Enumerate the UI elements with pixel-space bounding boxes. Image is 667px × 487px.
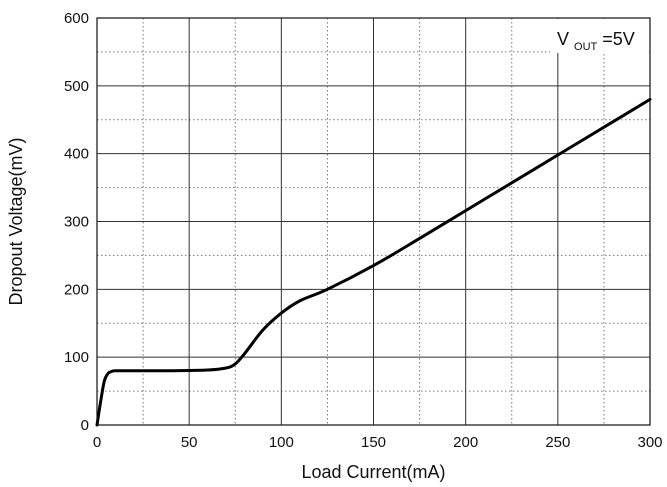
plot-frame xyxy=(96,17,651,426)
y-tick-label: 600 xyxy=(64,10,89,27)
y-tick-label: 500 xyxy=(64,78,89,95)
annotation-subscript: OUT xyxy=(574,41,598,53)
y-tick-label: 100 xyxy=(64,349,89,366)
x-axis-label: Load Current(mA) xyxy=(301,462,445,482)
y-tick-label: 400 xyxy=(64,146,89,163)
major-gridlines xyxy=(97,18,650,425)
x-tick-label: 250 xyxy=(545,434,570,451)
annotation: V OUT =5V xyxy=(550,19,649,53)
x-tick-label: 300 xyxy=(637,434,662,451)
y-tick-label: 0 xyxy=(81,417,89,434)
annotation-text: V OUT =5V xyxy=(557,29,635,53)
annotation-background xyxy=(550,19,649,53)
y-tick-label: 300 xyxy=(64,214,89,231)
x-tick-label: 0 xyxy=(93,434,101,451)
series-layer xyxy=(95,97,652,427)
y-axis-label: Dropout Voltage(mV) xyxy=(6,137,26,305)
x-tick-label: 200 xyxy=(453,434,478,451)
annotation-suffix: =5V xyxy=(602,29,635,49)
x-tick-label: 50 xyxy=(181,434,198,451)
data-series-line xyxy=(95,97,652,427)
x-tick-label: 150 xyxy=(361,434,386,451)
x-tick-labels: 0 50 100 150 200 250 300 xyxy=(93,434,663,451)
annotation-main: V xyxy=(557,29,569,49)
y-tick-labels: 0 100 200 300 400 500 600 xyxy=(64,10,89,434)
y-tick-label: 200 xyxy=(64,281,89,298)
x-tick-label: 100 xyxy=(269,434,294,451)
